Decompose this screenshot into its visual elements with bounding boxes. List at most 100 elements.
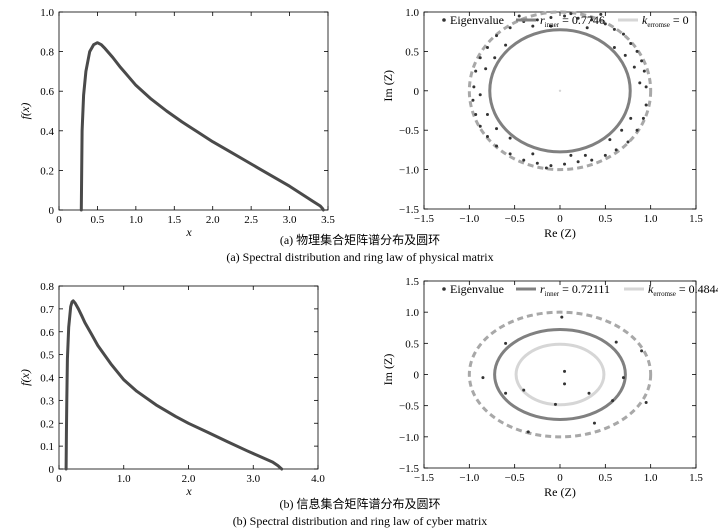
eigenvalue-point [608, 138, 612, 142]
y-tick-label: 0.3 [40, 395, 54, 407]
eigenvalue-point [611, 399, 615, 403]
legend-r-symbol: r [540, 13, 545, 27]
y-tick-label: −1.0 [399, 432, 419, 444]
x-tick-label: −1.5 [414, 472, 434, 484]
x-axis-label: x [185, 484, 192, 498]
plot-frame [423, 11, 697, 210]
y-tick-label: 0.5 [405, 46, 419, 58]
eigenvalue-point [553, 402, 557, 406]
x-tick-label: 2.0 [206, 214, 220, 226]
caption-a-english: (a) Spectral distribution and ring law o… [226, 250, 493, 264]
x-tick-label: −0.5 [505, 213, 525, 225]
eigenvalue-point [508, 152, 512, 156]
eigenvalue-point [484, 67, 488, 71]
eigenvalue-point [632, 65, 636, 69]
x-tick-label: 3.0 [246, 473, 260, 485]
caption-b-chinese: (b) 信息集合矩阵谱分布及圆环 [280, 496, 441, 511]
eigenvalue-point [544, 166, 548, 170]
eigenvalue-point [644, 103, 648, 107]
eigenvalue-point [603, 22, 607, 26]
x-tick-label: 2.0 [182, 473, 196, 485]
cyber-ring-law-plot: −1.5 −1.0 −0.5 0 0.5 1.0 1.5 −1.5 −1.0 −0.5 0 0.5 1.… [381, 276, 718, 499]
eigenvalue-point [612, 45, 616, 49]
eigenvalue-point [531, 24, 535, 28]
eigenvalue-point [504, 391, 508, 395]
eigenvalue-point [549, 164, 553, 168]
outer-ring [467, 10, 653, 172]
eigenvalue-point [485, 112, 489, 116]
eigenvalue-point [495, 127, 499, 131]
eigenvalue-point [493, 56, 497, 60]
inner-ring [493, 328, 627, 421]
legend-eigenvalue-marker [442, 18, 446, 22]
k-ring [558, 89, 562, 93]
eigenvalue-point [599, 12, 603, 16]
y-tick-label: 0.1 [40, 441, 54, 453]
legend-r-value: = 0.72111 [559, 282, 610, 296]
cyber-spectral-density-plot: 0 1.0 2.0 3.0 4.0 0 0.1 0.2 0.3 0.4 0.5 0.6 0.7 0.8 x f… [18, 281, 325, 498]
y-tick-label: 1.0 [405, 307, 419, 319]
eigenvalue-point [642, 69, 646, 73]
legend-inner-ring-label: rinner = 0.7746 [540, 13, 605, 29]
eigenvalue-point [560, 315, 564, 319]
eigenvalue-point [614, 340, 618, 344]
x-tick-label: 0.5 [91, 214, 105, 226]
eigenvalue-point [587, 391, 591, 395]
eigenvalue-point [569, 153, 573, 157]
eigenvalue-point [629, 42, 633, 46]
legend-k-ring-label: kerromse = 0.4844 [648, 282, 718, 298]
eigenvalue-point [472, 85, 476, 89]
x-tick-label: 1.0 [644, 213, 658, 225]
eigenvalue-point [592, 421, 596, 425]
eigenvalue-point [549, 16, 553, 20]
eigenvalue-point [585, 26, 589, 30]
eigenvalue-point [620, 128, 624, 132]
x-axis-label: Re (Z) [544, 226, 576, 240]
y-tick-label: 0.5 [405, 338, 419, 350]
y-tick-label: −1.5 [399, 463, 419, 475]
y-tick-label: 1.5 [405, 276, 419, 288]
legend-eigenvalue-marker [442, 287, 446, 291]
x-tick-label: 0.5 [598, 213, 612, 225]
density-curve [64, 299, 284, 471]
eigenvalue-point [522, 388, 526, 392]
eigenvalue-point [517, 14, 521, 18]
inner-ring [488, 28, 632, 154]
eigenvalue-point [471, 98, 475, 102]
plot-frame [423, 280, 697, 469]
x-tick-label: 3.0 [283, 214, 297, 226]
y-tick-label: 1.0 [40, 7, 54, 19]
x-tick-label: −1.0 [459, 472, 479, 484]
y-tick-label: 0.5 [40, 350, 54, 362]
y-tick-label: 0.6 [40, 86, 54, 98]
eigenvalue-point [590, 158, 594, 162]
y-tick-label: 0 [414, 86, 420, 98]
x-tick-label: 0 [557, 472, 563, 484]
legend-r-subscript: inner [545, 290, 560, 298]
y-tick-label: 0.8 [40, 281, 54, 293]
x-tick-label: 1.0 [644, 472, 658, 484]
legend-r-symbol: r [540, 282, 545, 296]
eigenvalue-point [522, 158, 526, 162]
legend-eigenvalue-label: Eigenvalue [450, 282, 504, 296]
y-tick-label: 1.0 [405, 7, 419, 19]
caption-b-english: (b) Spectral distribution and ring law o… [233, 514, 488, 528]
eigenvalue-point [531, 152, 535, 156]
eigenvalue-point [481, 376, 485, 380]
eigenvalue-point [563, 369, 567, 373]
x-axis-label: Re (Z) [544, 485, 576, 499]
x-tick-label: 1.5 [689, 213, 703, 225]
eigenvalue-point [644, 85, 648, 89]
x-tick-label: 0 [56, 214, 62, 226]
eigenvalue-point [644, 401, 648, 405]
physical-spectral-density-plot: 0 0.5 1.0 1.5 2.0 2.5 3.0 3.5 0 0.2 0.4 0.6 0.8 1.0 x f… [18, 7, 335, 239]
density-curve [79, 41, 325, 212]
x-axis-label: x [185, 225, 192, 239]
eigenvalue-point [635, 49, 639, 53]
legend-r-subscript: inner [545, 21, 560, 29]
y-axis-label: Im (Z) [381, 354, 395, 386]
legend-eigenvalue-label: Eigenvalue [450, 13, 504, 27]
plot-frame [58, 285, 319, 470]
eigenvalue-point [478, 56, 482, 60]
y-tick-label: 0.4 [40, 373, 54, 385]
